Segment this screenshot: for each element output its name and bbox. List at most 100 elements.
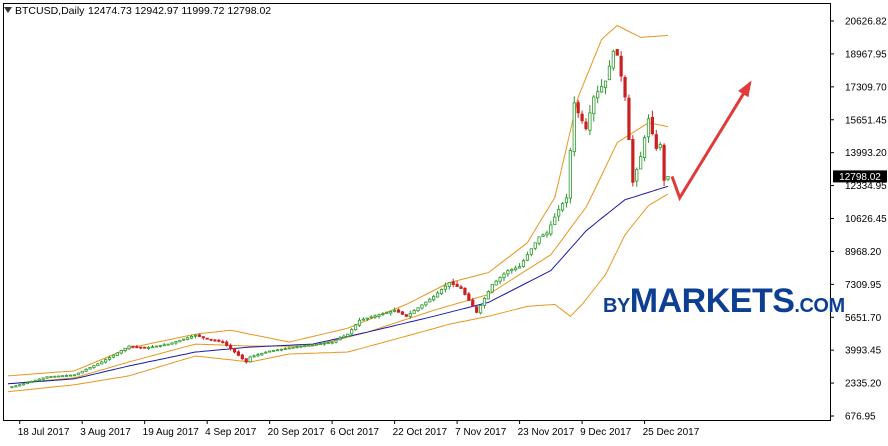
candle bbox=[517, 263, 522, 269]
candle-body bbox=[174, 341, 178, 344]
candle bbox=[353, 323, 358, 331]
candle bbox=[174, 340, 178, 345]
candle bbox=[49, 376, 53, 378]
chart-header: BTCUSD,Daily 12474.73 12942.97 11999.72 … bbox=[4, 5, 271, 17]
candle-body bbox=[451, 281, 455, 285]
candle bbox=[84, 368, 88, 373]
candle-body bbox=[588, 112, 592, 131]
candle-body bbox=[568, 150, 572, 199]
y-tick-label: 18967.95 bbox=[845, 49, 887, 60]
candle bbox=[88, 366, 92, 370]
candle bbox=[221, 339, 225, 344]
candle-body bbox=[428, 298, 432, 303]
candle bbox=[111, 353, 116, 359]
candle bbox=[439, 288, 444, 296]
candle-body bbox=[68, 374, 73, 377]
candle-body bbox=[260, 353, 264, 356]
price-tag-label: 12798.02 bbox=[839, 172, 881, 183]
candle-body bbox=[623, 76, 627, 98]
candle bbox=[420, 304, 424, 310]
candle-body bbox=[490, 284, 494, 293]
candle bbox=[197, 333, 201, 338]
x-tick-label: 6 Oct 2017 bbox=[330, 427, 379, 438]
candle bbox=[498, 276, 502, 285]
candle-body bbox=[396, 309, 401, 313]
candle-body bbox=[107, 357, 112, 360]
plot-frame bbox=[3, 3, 831, 421]
candle bbox=[639, 151, 643, 170]
candle bbox=[57, 375, 61, 378]
watermark-logo: BYMARKETS.COM bbox=[603, 282, 845, 320]
candle-body bbox=[326, 342, 330, 344]
candle bbox=[560, 201, 565, 213]
candle-body bbox=[361, 318, 365, 321]
candle-body bbox=[592, 96, 596, 115]
candle-body bbox=[350, 329, 354, 335]
candle bbox=[666, 175, 670, 182]
candle-body bbox=[150, 346, 155, 349]
candle-body bbox=[369, 316, 373, 319]
candle-body bbox=[498, 277, 502, 282]
candle bbox=[510, 268, 514, 274]
candle-body bbox=[64, 375, 69, 377]
symbol-dropdown-icon[interactable] bbox=[4, 7, 12, 13]
candle-body bbox=[631, 139, 635, 183]
candle-body bbox=[510, 268, 514, 272]
candle bbox=[650, 110, 654, 136]
candle-body bbox=[248, 356, 252, 363]
candle-body bbox=[213, 339, 217, 342]
candle bbox=[279, 348, 283, 352]
candle-body bbox=[100, 361, 104, 365]
forecast-arrow-head bbox=[738, 80, 752, 98]
candle-body bbox=[61, 375, 65, 378]
candle-body bbox=[166, 343, 170, 346]
candle bbox=[592, 94, 596, 122]
candle-body bbox=[572, 102, 576, 153]
candle-body bbox=[217, 339, 221, 342]
candle bbox=[432, 294, 436, 302]
candle bbox=[45, 376, 49, 379]
candle bbox=[435, 290, 440, 298]
candle-body bbox=[529, 248, 533, 255]
candle-body bbox=[96, 363, 100, 367]
candle-body bbox=[443, 285, 447, 290]
candle-body bbox=[154, 345, 159, 348]
watermark-by: BY bbox=[603, 295, 631, 317]
candle bbox=[303, 344, 307, 348]
candle-body bbox=[158, 345, 162, 347]
candle bbox=[248, 355, 252, 363]
candle-body bbox=[353, 324, 358, 331]
candle-body bbox=[131, 345, 135, 348]
candle bbox=[482, 296, 487, 309]
candle bbox=[412, 309, 416, 314]
candle-body bbox=[549, 224, 553, 235]
candle-body bbox=[252, 355, 256, 358]
candle-body bbox=[57, 375, 61, 378]
candle-body bbox=[287, 347, 291, 350]
price-axis: 20626.82 18967.95 17309.70 15651.45 13993.20… bbox=[830, 17, 887, 423]
candle-body bbox=[381, 313, 385, 316]
y-tick-label: 13993.20 bbox=[845, 148, 887, 159]
candle bbox=[100, 360, 104, 365]
candle bbox=[127, 345, 131, 350]
candle-body bbox=[143, 346, 147, 349]
candlesticks bbox=[10, 49, 670, 389]
candle-body bbox=[45, 376, 49, 379]
candle bbox=[76, 372, 80, 376]
candle-body bbox=[22, 383, 26, 386]
candle-body bbox=[420, 304, 424, 309]
candle-body bbox=[482, 298, 487, 306]
candle bbox=[166, 343, 170, 346]
candle-body bbox=[615, 49, 619, 56]
candle bbox=[619, 51, 623, 82]
x-tick-label: 7 Nov 2017 bbox=[455, 427, 507, 438]
candle-body bbox=[486, 291, 490, 300]
candle bbox=[170, 342, 174, 345]
candle bbox=[295, 344, 299, 349]
candle bbox=[584, 118, 588, 131]
candle-body bbox=[279, 348, 283, 351]
candle bbox=[623, 75, 627, 101]
candle-body bbox=[80, 370, 84, 374]
candle-body bbox=[377, 314, 381, 317]
candle-body bbox=[170, 342, 174, 345]
